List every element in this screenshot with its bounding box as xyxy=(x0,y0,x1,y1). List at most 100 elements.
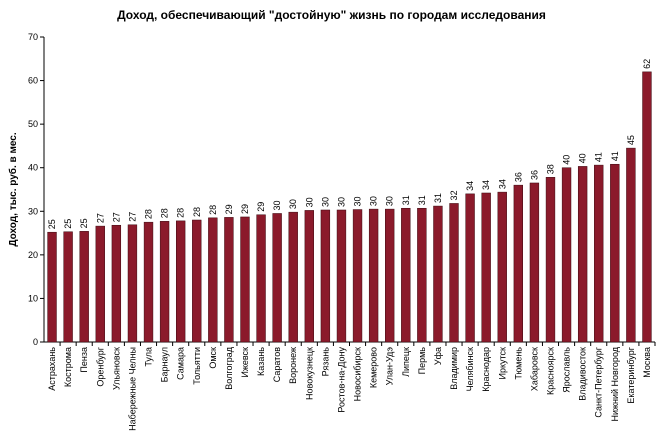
data-label: 30 xyxy=(336,197,346,207)
data-labels: 25 25 25 27 27 27 28 28 28 28 28 29 29 29 30 30 30 30 30 30… xyxy=(47,59,652,229)
category-label: Саратов xyxy=(272,347,282,382)
category-label: Омск xyxy=(208,347,218,369)
bar xyxy=(642,71,652,343)
category-label: Воронеж xyxy=(288,347,298,384)
bar xyxy=(513,184,524,343)
data-label: 30 xyxy=(320,197,330,207)
category-label: Хабаровск xyxy=(529,347,539,391)
bar xyxy=(594,164,604,343)
data-label: 38 xyxy=(545,164,555,174)
category-label: Иркутск xyxy=(497,347,507,380)
category-label: Рязань xyxy=(320,347,330,377)
bar xyxy=(224,217,234,343)
y-tick-label: 20 xyxy=(28,250,38,260)
y-tick-label: 0 xyxy=(33,337,38,347)
bar xyxy=(272,213,282,343)
data-label: 41 xyxy=(594,152,604,162)
category-label: Челябинск xyxy=(465,347,475,391)
data-label: 29 xyxy=(240,204,250,214)
bar xyxy=(240,216,250,343)
data-label: 62 xyxy=(642,59,652,69)
data-label: 40 xyxy=(562,155,572,165)
y-tick-label: 10 xyxy=(28,293,38,303)
bar xyxy=(529,182,540,343)
bar xyxy=(336,209,347,343)
category-label: Ульяновск xyxy=(111,347,121,390)
category-label: Москва xyxy=(642,347,652,378)
bar xyxy=(449,203,459,343)
category-label: Новокузнецк xyxy=(304,347,314,400)
category-label: Уфа xyxy=(433,347,443,365)
bar xyxy=(497,191,507,343)
bar xyxy=(175,220,186,343)
data-label: 28 xyxy=(176,208,186,218)
category-label: Липецк xyxy=(401,347,411,377)
data-label: 32 xyxy=(449,190,459,200)
data-label: 30 xyxy=(272,200,282,210)
data-label: 28 xyxy=(192,207,202,217)
data-label: 25 xyxy=(63,219,73,229)
category-label: Кемерово xyxy=(369,347,379,388)
category-label: Самара xyxy=(176,347,186,380)
y-tick-label: 40 xyxy=(28,163,38,173)
bar xyxy=(610,163,620,343)
category-label: Владимир xyxy=(449,347,459,390)
bar xyxy=(111,224,122,343)
y-tick-label: 70 xyxy=(28,32,38,42)
bar xyxy=(79,231,89,343)
category-label: Кострома xyxy=(63,347,73,387)
bar xyxy=(626,147,636,343)
bar xyxy=(320,209,331,343)
data-label: 30 xyxy=(369,196,379,206)
category-label: Улан-Удэ xyxy=(385,347,395,386)
data-label: 29 xyxy=(224,204,234,214)
data-label: 31 xyxy=(401,195,411,205)
data-label: 36 xyxy=(529,170,539,180)
category-label: Санкт-Петербург xyxy=(594,346,604,417)
category-label: Тольятти xyxy=(192,347,202,385)
bar xyxy=(47,231,57,343)
bar xyxy=(577,166,588,343)
y-tick-label: 60 xyxy=(28,76,38,86)
data-label: 28 xyxy=(160,208,170,218)
bar xyxy=(465,193,475,343)
data-label: 34 xyxy=(497,179,507,189)
data-label: 40 xyxy=(578,153,588,163)
data-label: 30 xyxy=(385,196,395,206)
data-label: 36 xyxy=(513,172,523,182)
category-label: Оренбург xyxy=(95,346,105,386)
y-tick-label: 30 xyxy=(28,206,38,216)
data-label: 28 xyxy=(208,205,218,215)
bar xyxy=(288,211,298,343)
bars xyxy=(47,71,652,343)
category-label: Екатеринбург xyxy=(626,346,636,403)
bar xyxy=(208,217,218,343)
category-label: Пермь xyxy=(417,347,427,375)
data-label: 25 xyxy=(47,219,57,229)
category-label: Казань xyxy=(256,347,266,376)
data-label: 30 xyxy=(353,197,363,207)
data-label: 41 xyxy=(610,151,620,161)
category-label: Владивосток xyxy=(578,347,588,401)
bar xyxy=(401,207,411,343)
category-label: Барнаул xyxy=(160,347,170,382)
bar xyxy=(352,209,363,343)
category-label: Ижевск xyxy=(240,347,250,378)
category-label: Новосибирск xyxy=(353,347,363,401)
bar xyxy=(143,221,154,343)
data-label: 45 xyxy=(626,135,636,145)
category-label: Набережные Челны xyxy=(127,347,137,431)
data-label: 31 xyxy=(417,195,427,205)
chart-title: Доход, обеспечивающий "достойную" жизнь … xyxy=(117,8,546,22)
bar xyxy=(433,205,443,343)
bar xyxy=(385,208,395,343)
data-label: 30 xyxy=(288,199,298,209)
category-label: Тула xyxy=(144,347,154,367)
bar xyxy=(368,208,379,343)
category-label: Краснодар xyxy=(481,347,491,392)
bar xyxy=(417,207,427,343)
category-label: Красноярск xyxy=(545,347,555,395)
bar xyxy=(545,177,556,343)
data-label: 31 xyxy=(433,193,443,203)
category-label: Тюмень xyxy=(513,347,523,380)
